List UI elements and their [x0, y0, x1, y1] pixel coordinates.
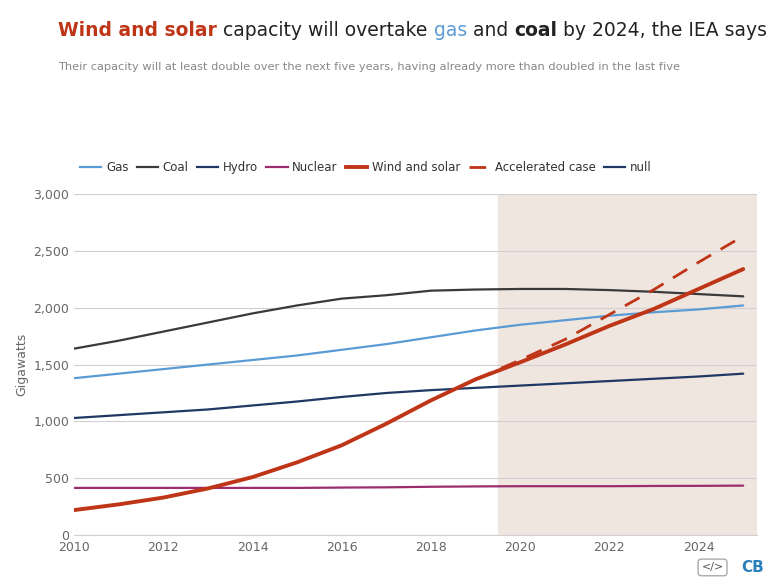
Y-axis label: Gigawatts: Gigawatts [15, 333, 28, 396]
Text: by 2024, the IEA says: by 2024, the IEA says [557, 21, 768, 39]
Bar [498, 194, 757, 535]
Text: Their capacity will at least double over the next five years, having already mor: Their capacity will at least double over… [58, 62, 680, 72]
Text: Wind and solar: Wind and solar [58, 21, 218, 39]
Legend: Gas, Coal, Hydro, Nuclear, Wind and solar, Accelerated case, null: Gas, Coal, Hydro, Nuclear, Wind and sola… [80, 162, 651, 175]
Text: coal: coal [514, 21, 557, 39]
Text: </>: </> [701, 562, 724, 573]
Text: gas: gas [434, 21, 467, 39]
Text: and: and [467, 21, 514, 39]
Text: CB: CB [741, 560, 764, 575]
Text: capacity will overtake: capacity will overtake [218, 21, 434, 39]
